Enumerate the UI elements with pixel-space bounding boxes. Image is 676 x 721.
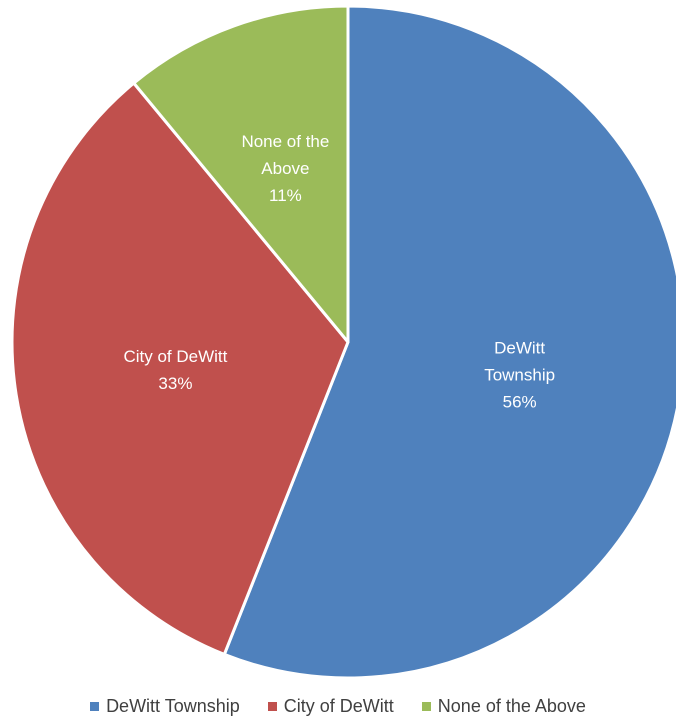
slice-label-dewitt-township: DeWitt Township 56% [484, 339, 555, 412]
slice-label-line-none-of-the-above-0: None of the [241, 132, 329, 151]
slice-label-line-dewitt-township-1: Township [484, 366, 555, 385]
pie-slice-city-of-dewitt[interactable] [10, 81, 350, 656]
legend-label-none-of-the-above: None of the Above [437, 695, 586, 716]
slice-label-city-of-dewitt: City of DeWitt 33% [123, 347, 227, 393]
legend: DeWitt Township City of DeWitt None of t… [0, 694, 676, 718]
legend-item-none-of-the-above[interactable]: None of the Above [421, 695, 586, 717]
slice-label-line-none-of-the-above-2: 11% [269, 186, 302, 205]
slice-label-none-of-the-above: None of the Above 11% [241, 132, 329, 205]
slice-label-line-dewitt-township-2: 56% [503, 393, 537, 412]
legend-item-city-of-dewitt[interactable]: City of DeWitt [267, 695, 394, 717]
slice-label-line-city-of-dewitt-1: 33% [158, 374, 192, 393]
legend-item-dewitt-township[interactable]: DeWitt Township [90, 696, 240, 717]
legend-swatch-city-of-dewitt [267, 701, 277, 711]
slice-labels: DeWitt Township 56% City of DeWitt 33% None o… [123, 132, 555, 412]
legend-label-city-of-dewitt: City of DeWitt [283, 695, 394, 716]
slice-label-line-dewitt-township-0: DeWitt [494, 339, 545, 358]
slice-label-line-none-of-the-above-1: Above [261, 159, 309, 178]
legend-swatch-dewitt-township [90, 701, 100, 711]
slice-label-line-city-of-dewitt-0: City of DeWitt [123, 347, 227, 366]
legend-label-dewitt-township: DeWitt Township [106, 695, 240, 716]
pie-slices [10, 4, 676, 680]
pie-slice-dewitt-township[interactable] [222, 4, 676, 680]
pie-slice-none-of-the-above[interactable] [132, 4, 350, 344]
legend-swatch-none-of-the-above [421, 701, 431, 711]
